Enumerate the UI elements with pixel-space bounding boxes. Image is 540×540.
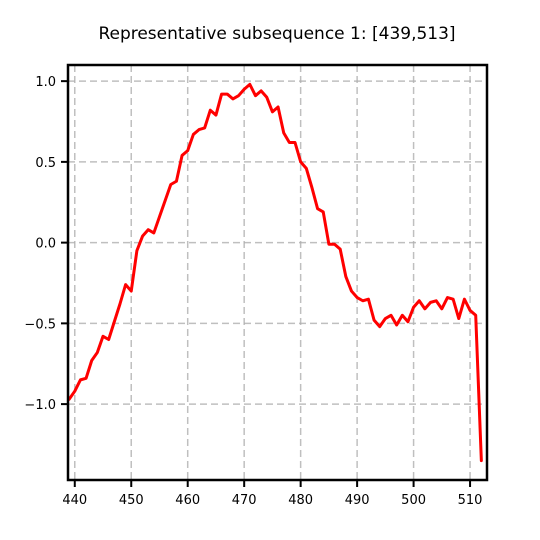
x-tick-label: 480: [288, 493, 313, 508]
x-axis: 440 450 460 470 480 490 500 510: [62, 480, 482, 508]
x-tick-label: 490: [345, 493, 370, 508]
y-tick-label: −1.0: [24, 398, 56, 413]
x-tick-label: 440: [62, 493, 87, 508]
x-tick-label: 500: [401, 493, 426, 508]
x-tick-label: 450: [119, 493, 144, 508]
series-layer: [67, 82, 483, 463]
y-tick-label: −0.5: [24, 317, 56, 332]
grid-lines: [68, 65, 487, 480]
y-tick-label: 1.0: [35, 75, 56, 90]
x-tick-label: 460: [175, 493, 200, 508]
chart-title: Representative subsequence 1: [439,513]: [98, 24, 455, 44]
x-tick-label: 510: [458, 493, 483, 508]
y-tick-label: 0.0: [35, 237, 56, 252]
x-tick-label: 470: [232, 493, 257, 508]
series-line: [67, 82, 483, 463]
y-axis: 1.0 0.5 0.0 −0.5 −1.0: [24, 75, 68, 413]
plot-frame: [66, 63, 489, 482]
y-tick-label: 0.5: [35, 156, 56, 171]
